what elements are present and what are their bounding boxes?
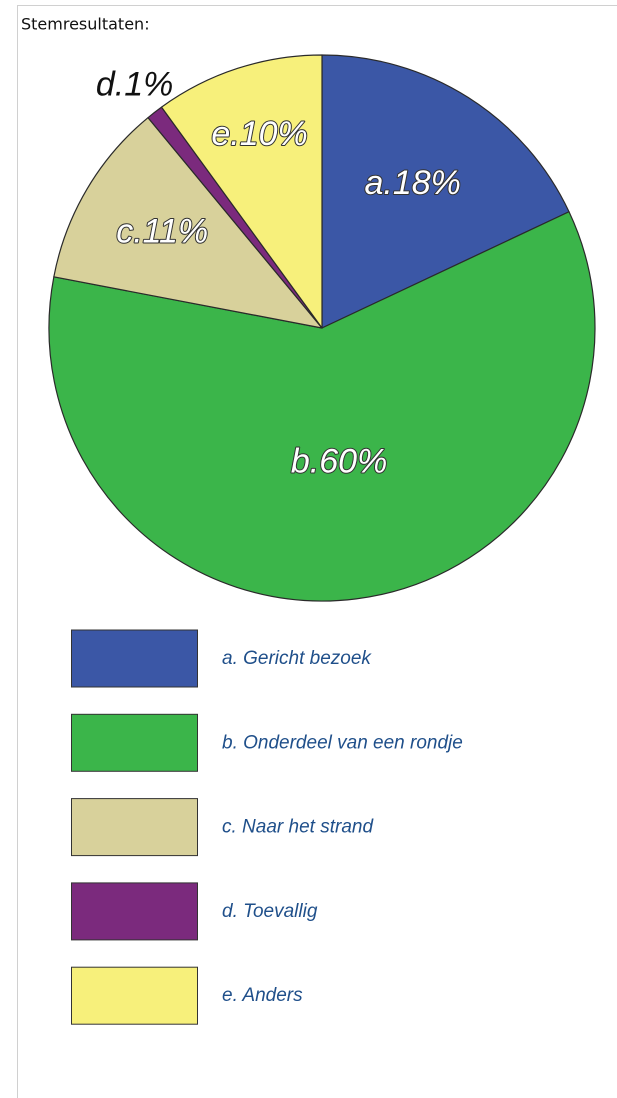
legend-swatch bbox=[71, 966, 198, 1025]
chart-title: Stemresultaten: bbox=[21, 15, 150, 34]
legend-label: a. Gericht bezoek bbox=[222, 648, 372, 669]
pie-slice bbox=[321, 54, 570, 329]
legend: a. Gericht bezoek b. Onderdeel van een ro… bbox=[71, 629, 463, 1025]
pie-slice bbox=[48, 211, 596, 602]
slice-label: c.11% bbox=[116, 212, 208, 250]
slice-label: e.10% bbox=[211, 115, 307, 153]
legend-label: e. Anders bbox=[222, 985, 303, 1006]
legend-swatch bbox=[71, 882, 198, 941]
slice-label: a.18% bbox=[364, 164, 460, 202]
slice-labels: a.18% b.60% c.11% d.1% e.10% bbox=[96, 65, 462, 481]
legend-label: c. Naar het strand bbox=[222, 817, 374, 838]
slice-label: b.60% bbox=[291, 442, 387, 480]
slice-label: d.1% bbox=[96, 65, 174, 103]
legend-label: b. Onderdeel van een rondje bbox=[222, 732, 463, 753]
pie-slice bbox=[53, 117, 323, 329]
legend-swatch bbox=[71, 798, 198, 857]
legend-swatch bbox=[71, 629, 198, 688]
legend-swatch bbox=[71, 713, 198, 772]
pie bbox=[48, 54, 596, 602]
legend-label: d. Toevallig bbox=[222, 901, 318, 922]
pie-slice bbox=[160, 54, 323, 329]
